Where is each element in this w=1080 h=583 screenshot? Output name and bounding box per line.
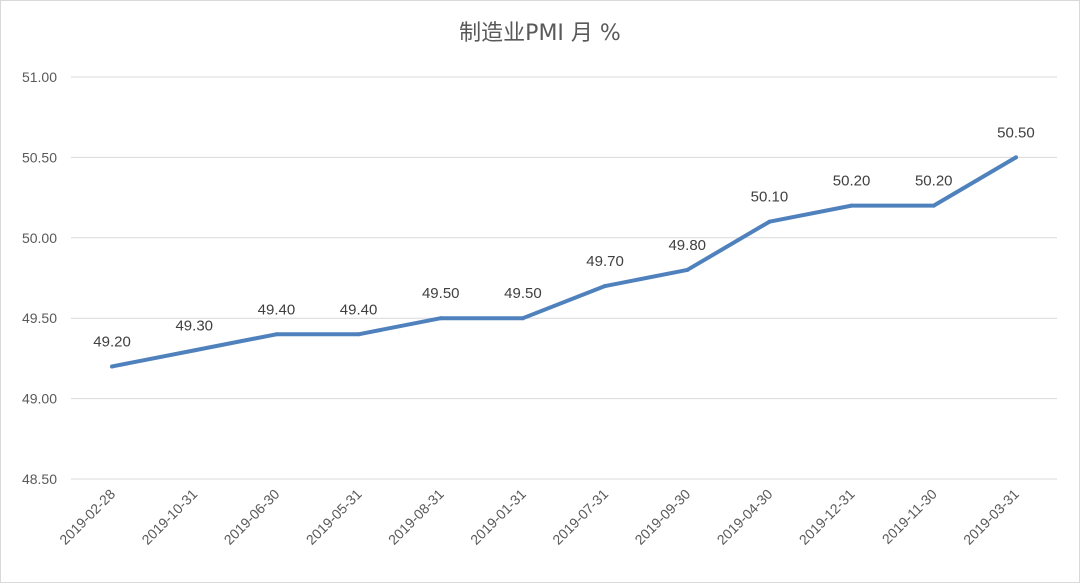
data-point: [356, 332, 361, 337]
gridlines: [71, 76, 1057, 480]
y-tick-label: 49.00: [22, 391, 57, 407]
y-tick-label: 50.50: [22, 149, 57, 165]
data-label: 50.10: [751, 189, 789, 206]
data-point: [931, 203, 936, 208]
series-line: [110, 155, 1018, 369]
series-line-group: [110, 155, 1018, 369]
y-axis-tick-labels: 48.50 49.00 49.50 50.00 50.50 51.00: [22, 69, 57, 487]
x-tick-label: 2019-11-30: [879, 486, 940, 547]
data-label: 49.40: [258, 301, 296, 318]
y-tick-label: 49.50: [22, 310, 57, 326]
data-label: 49.20: [93, 333, 131, 350]
x-tick-label: 2019-03-31: [960, 486, 1022, 548]
chart-title: 制造业PMI 月 %: [459, 21, 621, 46]
data-point: [520, 316, 525, 321]
x-tick-label: 2019-07-31: [549, 486, 611, 548]
y-tick-label: 51.00: [22, 69, 57, 85]
data-labels: 49.20 49.30 49.40 49.40 49.50 49.50 49.70 49.80…: [93, 124, 1034, 350]
x-axis-tick-labels: 2019-02-28 2019-10-31 2019-06-30 2019-05-31…: [56, 486, 1022, 548]
x-tick-label: 2019-06-30: [221, 486, 283, 548]
data-point: [110, 364, 115, 369]
x-tick-label: 2019-09-30: [631, 486, 693, 548]
x-tick-label: 2019-04-30: [714, 486, 776, 548]
data-point: [849, 203, 854, 208]
x-tick-label: 2019-12-31: [796, 486, 858, 548]
data-point: [274, 332, 279, 337]
data-point: [1013, 155, 1018, 160]
data-label: 49.50: [422, 285, 460, 302]
x-tick-label: 2019-08-31: [385, 486, 447, 548]
data-label: 49.30: [175, 317, 213, 334]
y-tick-label: 48.50: [22, 471, 57, 487]
data-label: 50.50: [997, 124, 1035, 141]
data-point: [438, 316, 443, 321]
data-label: 49.80: [668, 237, 706, 254]
x-tick-label: 2019-05-31: [303, 486, 365, 548]
data-label: 49.40: [340, 301, 378, 318]
data-label: 49.50: [504, 285, 542, 302]
data-label: 49.70: [586, 253, 624, 270]
data-point: [767, 219, 772, 224]
data-label: 50.20: [915, 173, 953, 190]
data-point: [603, 284, 608, 289]
data-point: [685, 267, 690, 272]
x-tick-label: 2019-02-28: [56, 486, 118, 548]
data-point: [192, 348, 197, 353]
x-tick-label: 2019-10-31: [138, 486, 200, 548]
data-label: 50.20: [833, 173, 871, 190]
x-tick-label: 2019-01-31: [467, 486, 529, 548]
y-tick-label: 50.00: [22, 230, 57, 246]
